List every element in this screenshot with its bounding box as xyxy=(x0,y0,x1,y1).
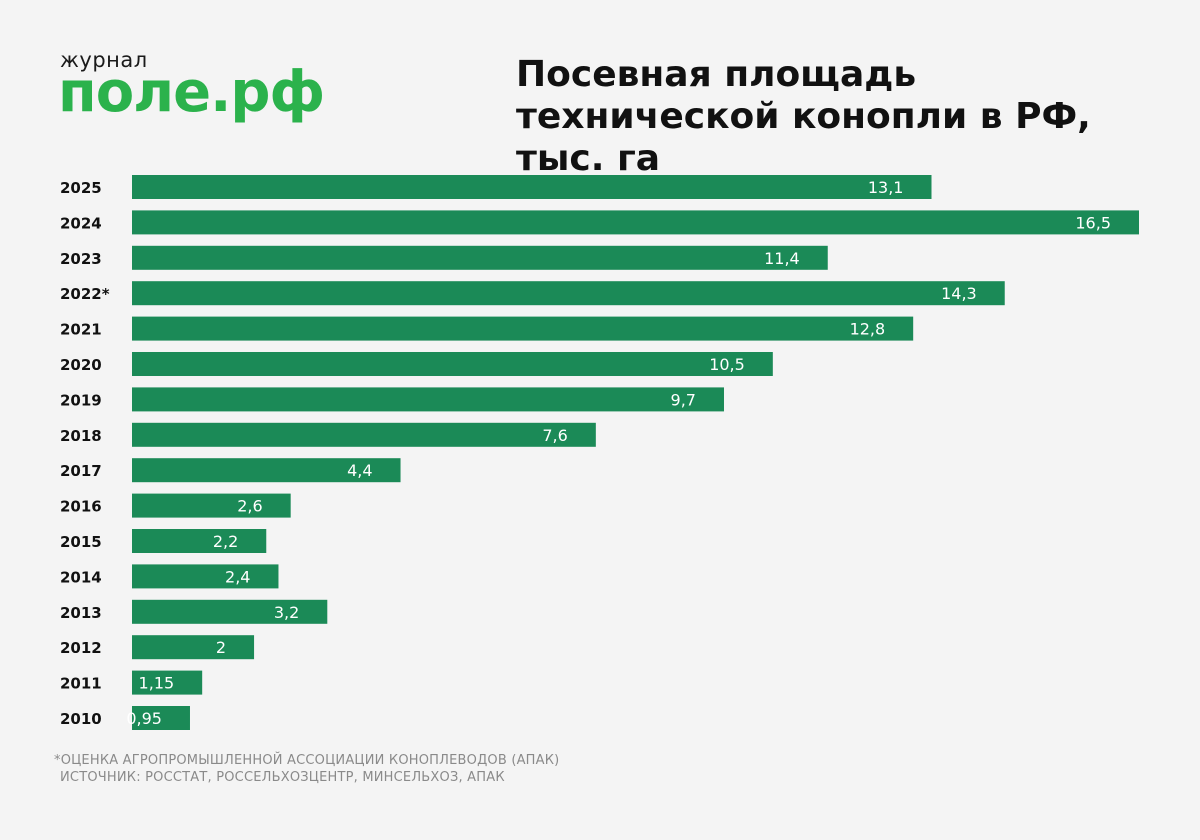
bar xyxy=(132,316,914,341)
value-label: 7,6 xyxy=(542,426,567,445)
value-label: 14,3 xyxy=(941,284,977,303)
bar xyxy=(132,352,773,376)
category-label: 2024 xyxy=(60,214,102,232)
category-label: 2010 xyxy=(60,710,102,728)
value-label: 2,6 xyxy=(237,497,262,516)
category-label: 2020 xyxy=(60,356,102,374)
bar xyxy=(132,281,1005,306)
value-label: 2 xyxy=(216,638,226,657)
chart-title: Посевная площадь технической конопли в Р… xyxy=(516,54,1091,179)
value-label: 9,7 xyxy=(671,390,696,409)
bar xyxy=(132,635,255,660)
bar xyxy=(132,529,267,553)
value-label: 10,5 xyxy=(709,355,745,374)
value-label: 13,1 xyxy=(868,178,904,197)
bar xyxy=(132,245,828,270)
value-label: 3,2 xyxy=(274,603,299,622)
bar xyxy=(132,387,724,412)
footnote-source: ИСТОЧНИК: РОССТАТ, РОССЕЛЬХОЗЦЕНТР, МИНС… xyxy=(60,770,505,785)
category-label: 2015 xyxy=(60,533,102,551)
logo-subtitle: журнал xyxy=(60,48,148,72)
category-label: 2012 xyxy=(60,639,102,657)
logo: журнал поле.рф xyxy=(58,48,328,128)
category-label: 2022* xyxy=(60,285,110,303)
value-label: 2,2 xyxy=(213,532,238,551)
category-label: 2018 xyxy=(60,427,102,445)
category-label: 2019 xyxy=(60,391,102,409)
category-label: 2021 xyxy=(60,321,102,339)
value-label: 11,4 xyxy=(764,249,800,268)
category-label: 2017 xyxy=(60,462,102,480)
value-label: 2,4 xyxy=(225,567,250,586)
value-label: 4,4 xyxy=(347,461,372,480)
bar xyxy=(132,706,190,730)
value-label: 16,5 xyxy=(1075,213,1111,232)
bar xyxy=(132,422,596,447)
footnote-note: *ОЦЕНКА АГРОПРОМЫШЛЕННОЙ АССОЦИАЦИИ КОНО… xyxy=(54,753,560,768)
bar xyxy=(132,458,401,483)
value-label: 1,15 xyxy=(139,674,175,693)
category-label: 2023 xyxy=(60,250,102,268)
bar xyxy=(132,599,328,624)
bar xyxy=(132,493,291,518)
value-label: 0,95 xyxy=(126,709,162,728)
bar-chart: 2025 13,1 2024 16,5 2023 11,4 2022* 14,3 2021 12,… xyxy=(60,175,1139,730)
bar xyxy=(132,670,203,695)
bar xyxy=(132,175,932,199)
value-label: 12,8 xyxy=(850,320,886,339)
category-label: 2014 xyxy=(60,568,102,586)
bar xyxy=(132,210,1139,235)
category-label: 2011 xyxy=(60,675,102,693)
category-label: 2013 xyxy=(60,604,102,622)
category-label: 2016 xyxy=(60,498,102,516)
bar xyxy=(132,564,279,589)
logo-wordmark: поле.рф xyxy=(58,60,325,125)
footnote: *ОЦЕНКА АГРОПРОМЫШЛЕННОЙ АССОЦИАЦИИ КОНО… xyxy=(54,752,559,786)
category-label: 2025 xyxy=(60,179,102,197)
